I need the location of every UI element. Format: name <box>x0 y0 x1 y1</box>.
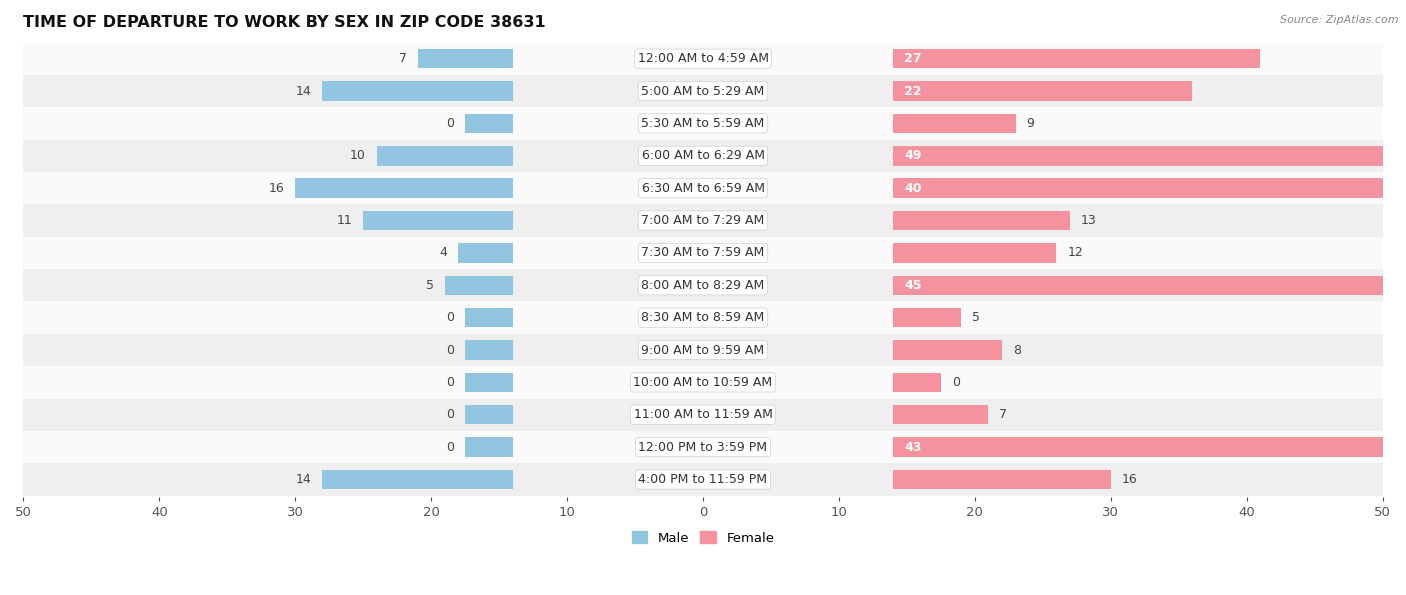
Text: TIME OF DEPARTURE TO WORK BY SEX IN ZIP CODE 38631: TIME OF DEPARTURE TO WORK BY SEX IN ZIP … <box>24 15 546 30</box>
Text: 0: 0 <box>446 311 454 324</box>
Text: 5: 5 <box>972 311 980 324</box>
Bar <box>893 178 1406 198</box>
Text: 0: 0 <box>446 441 454 453</box>
Bar <box>24 204 1382 237</box>
Text: 12: 12 <box>1067 246 1083 259</box>
Text: 0: 0 <box>952 376 960 389</box>
Bar <box>465 114 513 133</box>
Bar <box>24 366 1382 399</box>
Text: 6:00 AM to 6:29 AM: 6:00 AM to 6:29 AM <box>641 149 765 162</box>
Bar <box>893 470 1111 489</box>
Bar <box>24 269 1382 302</box>
Text: 4:00 PM to 11:59 PM: 4:00 PM to 11:59 PM <box>638 473 768 486</box>
Text: 43: 43 <box>904 441 921 453</box>
Bar <box>893 372 941 392</box>
Text: 49: 49 <box>904 149 921 162</box>
Text: 16: 16 <box>1122 473 1137 486</box>
Text: 7: 7 <box>1000 408 1007 421</box>
Bar <box>363 211 513 230</box>
Bar <box>893 340 1002 360</box>
Text: 10:00 AM to 10:59 AM: 10:00 AM to 10:59 AM <box>634 376 772 389</box>
Bar <box>465 437 513 457</box>
Bar <box>893 437 1406 457</box>
Text: 22: 22 <box>904 84 922 98</box>
Bar <box>893 146 1406 165</box>
Bar <box>377 146 513 165</box>
Text: 0: 0 <box>446 117 454 130</box>
Bar <box>893 114 1015 133</box>
Text: 11: 11 <box>336 214 353 227</box>
Bar <box>893 308 962 327</box>
Bar <box>465 308 513 327</box>
Bar <box>24 42 1382 75</box>
Text: 0: 0 <box>446 408 454 421</box>
Text: 12:00 AM to 4:59 AM: 12:00 AM to 4:59 AM <box>637 52 769 65</box>
Text: 0: 0 <box>446 376 454 389</box>
Text: 6:30 AM to 6:59 AM: 6:30 AM to 6:59 AM <box>641 181 765 195</box>
Text: 40: 40 <box>904 181 922 195</box>
Text: 5:30 AM to 5:59 AM: 5:30 AM to 5:59 AM <box>641 117 765 130</box>
Text: 12:00 PM to 3:59 PM: 12:00 PM to 3:59 PM <box>638 441 768 453</box>
Text: 7:00 AM to 7:29 AM: 7:00 AM to 7:29 AM <box>641 214 765 227</box>
Bar <box>295 178 513 198</box>
Text: 8:00 AM to 8:29 AM: 8:00 AM to 8:29 AM <box>641 279 765 292</box>
Text: 9:00 AM to 9:59 AM: 9:00 AM to 9:59 AM <box>641 343 765 356</box>
Bar <box>24 107 1382 140</box>
Bar <box>24 140 1382 172</box>
Text: 16: 16 <box>269 181 284 195</box>
Bar <box>24 431 1382 464</box>
Bar <box>24 75 1382 107</box>
Text: 0: 0 <box>446 343 454 356</box>
Text: 14: 14 <box>295 473 312 486</box>
Bar <box>893 82 1192 101</box>
Bar <box>24 334 1382 366</box>
Text: 5: 5 <box>426 279 434 292</box>
Text: 8:30 AM to 8:59 AM: 8:30 AM to 8:59 AM <box>641 311 765 324</box>
Bar <box>322 470 513 489</box>
Bar <box>24 464 1382 496</box>
Bar <box>893 211 1070 230</box>
Text: 13: 13 <box>1081 214 1097 227</box>
Legend: Male, Female: Male, Female <box>626 526 780 550</box>
Bar <box>893 275 1406 295</box>
Bar <box>24 237 1382 269</box>
Text: 10: 10 <box>350 149 366 162</box>
Bar <box>465 405 513 424</box>
Bar <box>893 243 1056 262</box>
Bar <box>444 275 513 295</box>
Text: 27: 27 <box>904 52 922 65</box>
Bar <box>465 340 513 360</box>
Text: 45: 45 <box>904 279 922 292</box>
Text: 11:00 AM to 11:59 AM: 11:00 AM to 11:59 AM <box>634 408 772 421</box>
Bar <box>418 49 513 68</box>
Text: Source: ZipAtlas.com: Source: ZipAtlas.com <box>1281 15 1399 25</box>
Bar <box>893 49 1260 68</box>
Bar <box>24 302 1382 334</box>
Text: 9: 9 <box>1026 117 1035 130</box>
Bar <box>893 405 988 424</box>
Bar <box>24 399 1382 431</box>
Text: 8: 8 <box>1012 343 1021 356</box>
Bar <box>465 372 513 392</box>
Bar <box>458 243 513 262</box>
Text: 7:30 AM to 7:59 AM: 7:30 AM to 7:59 AM <box>641 246 765 259</box>
Bar <box>24 172 1382 204</box>
Text: 7: 7 <box>399 52 406 65</box>
Text: 5:00 AM to 5:29 AM: 5:00 AM to 5:29 AM <box>641 84 765 98</box>
Text: 14: 14 <box>295 84 312 98</box>
Text: 4: 4 <box>440 246 447 259</box>
Bar <box>322 82 513 101</box>
